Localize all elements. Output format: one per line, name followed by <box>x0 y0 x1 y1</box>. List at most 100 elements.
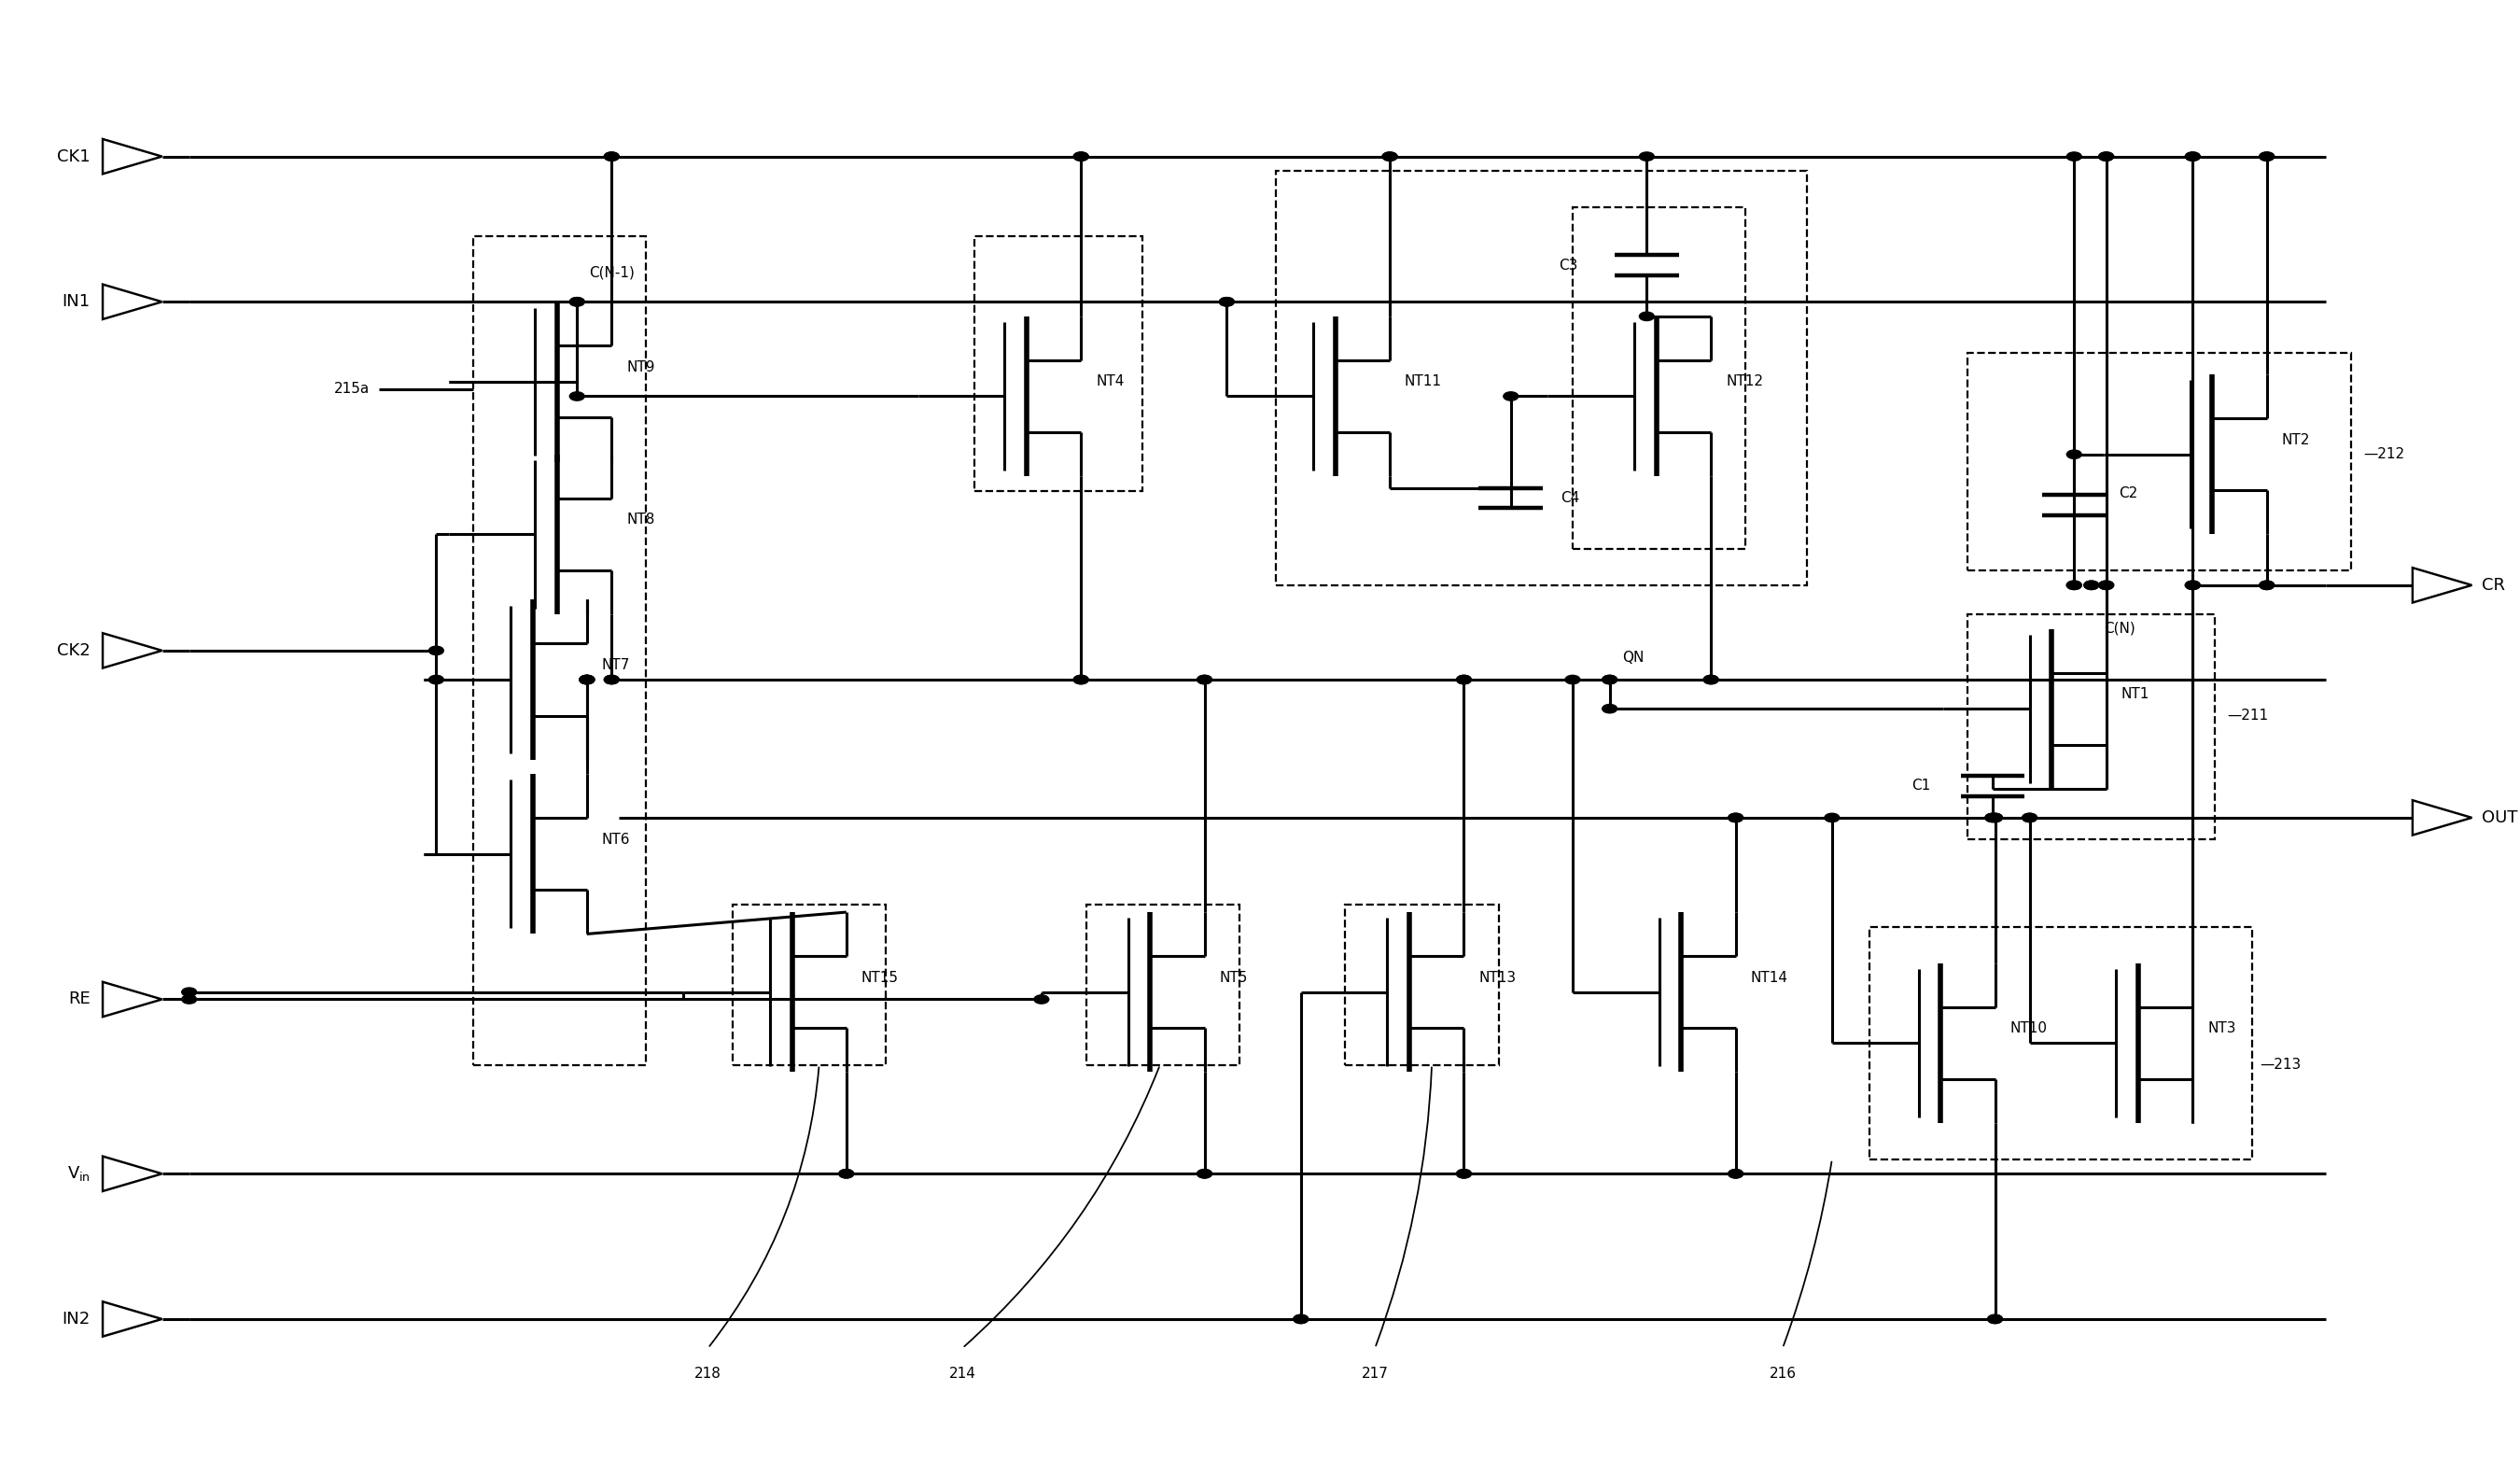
Circle shape <box>1729 814 1744 823</box>
Bar <box>474 237 645 1065</box>
Text: RE: RE <box>68 991 91 1008</box>
Text: C3: C3 <box>1557 259 1578 272</box>
Circle shape <box>1074 675 1089 684</box>
Circle shape <box>1986 814 2001 823</box>
Circle shape <box>1383 152 1396 161</box>
Circle shape <box>2260 152 2273 161</box>
Text: 217: 217 <box>1361 1367 1389 1381</box>
Text: —211: —211 <box>2228 709 2268 723</box>
Text: NT11: NT11 <box>1404 374 1441 389</box>
Text: NT6: NT6 <box>602 833 630 846</box>
Text: NT3: NT3 <box>2208 1021 2235 1036</box>
Text: C4: C4 <box>1560 491 1580 506</box>
Text: NT10: NT10 <box>2011 1021 2046 1036</box>
Circle shape <box>2099 581 2114 590</box>
Circle shape <box>839 1169 854 1178</box>
Circle shape <box>2021 814 2036 823</box>
Text: NT13: NT13 <box>1479 970 1517 985</box>
Circle shape <box>1603 675 1618 684</box>
Text: NT2: NT2 <box>2281 432 2311 447</box>
Bar <box>1275 171 1807 586</box>
Circle shape <box>1197 675 1212 684</box>
Circle shape <box>1197 1169 1212 1178</box>
Text: C2: C2 <box>2119 487 2137 501</box>
Circle shape <box>580 675 595 684</box>
Circle shape <box>1729 1169 1744 1178</box>
Text: 216: 216 <box>1769 1367 1797 1381</box>
Circle shape <box>2185 152 2200 161</box>
Text: —213: —213 <box>2260 1058 2301 1072</box>
Text: CK2: CK2 <box>58 643 91 659</box>
Text: QN: QN <box>1623 652 1643 665</box>
Circle shape <box>2084 581 2099 590</box>
Circle shape <box>2185 152 2200 161</box>
Circle shape <box>1457 1169 1472 1178</box>
Bar <box>1346 904 1499 1065</box>
Circle shape <box>580 675 595 684</box>
Text: C1: C1 <box>1913 779 1930 793</box>
Bar <box>1968 614 2215 840</box>
Circle shape <box>1383 152 1396 161</box>
Text: CR: CR <box>2482 577 2505 593</box>
Circle shape <box>570 298 585 307</box>
Text: NT4: NT4 <box>1096 374 1124 389</box>
Circle shape <box>2260 152 2273 161</box>
Text: C(N-1): C(N-1) <box>590 266 635 281</box>
Circle shape <box>2099 581 2114 590</box>
Circle shape <box>580 675 595 684</box>
Text: C(N): C(N) <box>2104 621 2134 636</box>
Text: IN2: IN2 <box>63 1311 91 1328</box>
Bar <box>1870 926 2253 1159</box>
Circle shape <box>570 298 585 307</box>
Text: NT8: NT8 <box>627 513 655 527</box>
Circle shape <box>181 988 197 996</box>
Text: V$_{\rm in}$: V$_{\rm in}$ <box>68 1164 91 1183</box>
Bar <box>1968 352 2351 571</box>
Text: 218: 218 <box>696 1367 721 1381</box>
Circle shape <box>1986 814 2001 823</box>
Circle shape <box>1704 675 1719 684</box>
Circle shape <box>1293 1315 1308 1324</box>
Circle shape <box>2066 152 2082 161</box>
Circle shape <box>1197 1169 1212 1178</box>
Text: IN1: IN1 <box>63 294 91 310</box>
Circle shape <box>1457 675 1472 684</box>
Circle shape <box>1565 675 1580 684</box>
Circle shape <box>1074 675 1089 684</box>
Circle shape <box>2260 581 2273 590</box>
Text: NT14: NT14 <box>1751 970 1787 985</box>
Circle shape <box>1220 298 1235 307</box>
Circle shape <box>1457 1169 1472 1178</box>
Text: NT12: NT12 <box>1726 374 1764 389</box>
Circle shape <box>1457 675 1472 684</box>
Circle shape <box>605 675 620 684</box>
Circle shape <box>839 1169 854 1178</box>
Circle shape <box>2021 814 2036 823</box>
Text: 215a: 215a <box>333 381 370 396</box>
Text: NT9: NT9 <box>627 361 655 374</box>
Circle shape <box>1074 152 1089 161</box>
Circle shape <box>2066 450 2082 459</box>
Circle shape <box>605 152 620 161</box>
Text: 214: 214 <box>950 1367 975 1381</box>
Circle shape <box>1988 814 2003 823</box>
Circle shape <box>2099 152 2114 161</box>
Circle shape <box>1603 704 1618 713</box>
Text: OUT: OUT <box>2482 809 2517 825</box>
Circle shape <box>2185 581 2200 590</box>
Text: —212: —212 <box>2364 447 2404 462</box>
Circle shape <box>2066 581 2082 590</box>
Circle shape <box>1074 152 1089 161</box>
Circle shape <box>1197 675 1212 684</box>
Circle shape <box>1988 1315 2003 1324</box>
Circle shape <box>2260 581 2273 590</box>
Circle shape <box>1824 814 1840 823</box>
Bar <box>1572 207 1746 549</box>
Circle shape <box>1729 814 1744 823</box>
Circle shape <box>1220 298 1235 307</box>
Circle shape <box>1988 814 2003 823</box>
Circle shape <box>2185 581 2200 590</box>
Circle shape <box>605 152 620 161</box>
Circle shape <box>1641 313 1653 321</box>
Text: NT15: NT15 <box>862 970 900 985</box>
